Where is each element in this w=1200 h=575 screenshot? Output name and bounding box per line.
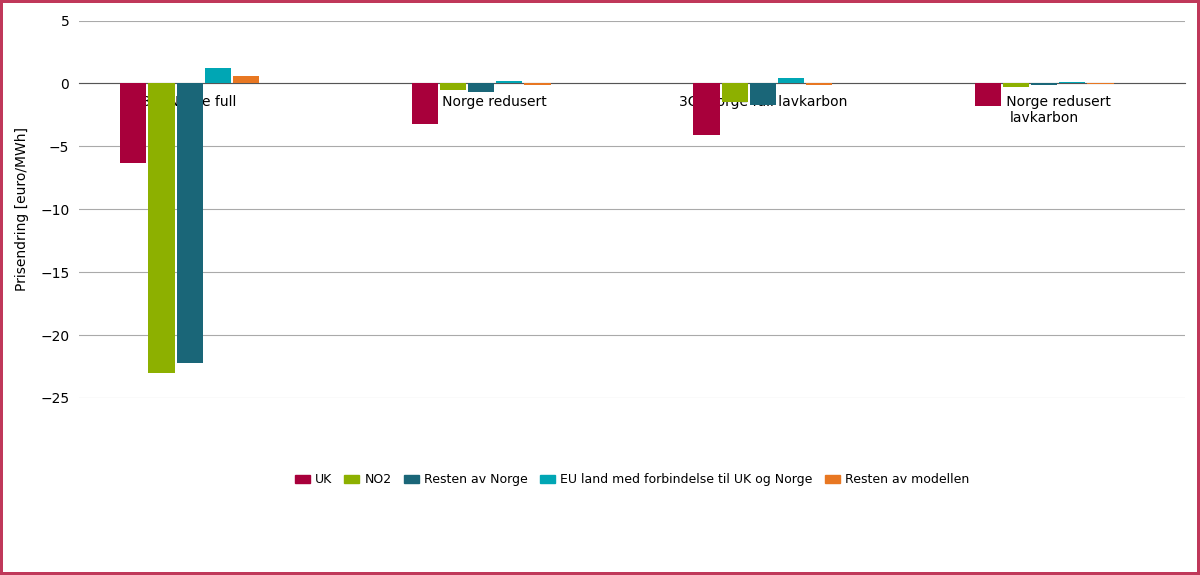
Bar (721, 83, 748, 102)
Bar (412, 83, 438, 124)
Bar (778, 78, 804, 83)
Bar (205, 68, 230, 83)
Bar (1087, 83, 1114, 84)
Bar (233, 76, 259, 83)
Bar (806, 83, 832, 85)
Bar (750, 83, 776, 105)
Y-axis label: Prisendring [euro/MWh]: Prisendring [euro/MWh] (14, 127, 29, 292)
Bar (1031, 83, 1057, 85)
Bar (149, 83, 174, 373)
Bar (1060, 82, 1086, 83)
Bar (176, 83, 203, 363)
Bar (497, 81, 522, 83)
Bar (974, 83, 1001, 106)
Bar (120, 83, 146, 163)
Bar (468, 83, 494, 92)
Legend: UK, NO2, Resten av Norge, EU land med forbindelse til UK og Norge, Resten av mod: UK, NO2, Resten av Norge, EU land med fo… (289, 469, 974, 492)
Bar (524, 83, 551, 85)
Bar (440, 83, 466, 90)
Bar (1003, 83, 1030, 87)
Bar (694, 83, 720, 135)
